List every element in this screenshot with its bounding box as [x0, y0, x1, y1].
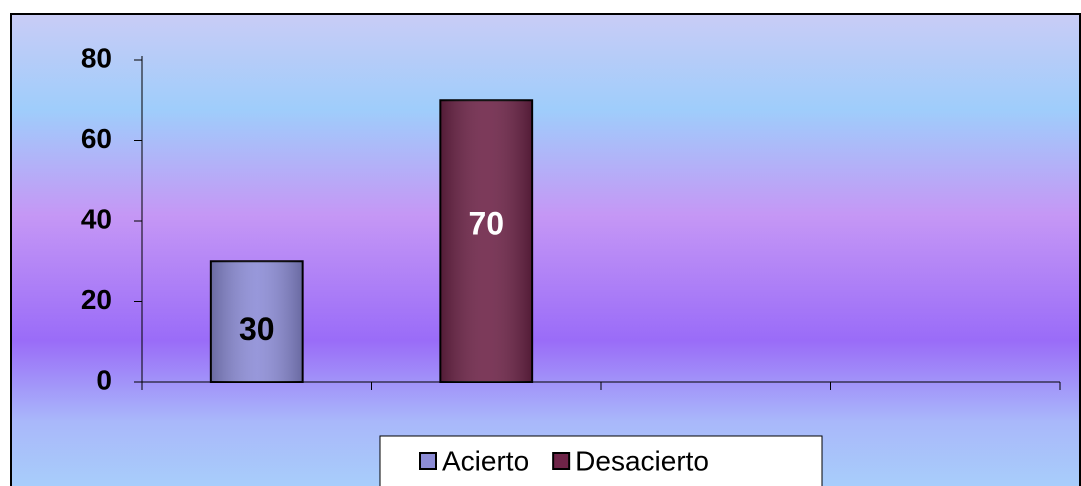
legend-box [379, 435, 823, 486]
y-tick-label: 20 [81, 284, 112, 315]
legend-label: Desacierto [575, 445, 709, 476]
bar-shade [210, 261, 303, 382]
legend-label: Acierto [442, 445, 529, 476]
bar-shade [440, 100, 533, 382]
y-tick-label: 60 [81, 123, 112, 154]
chart-area [10, 13, 1081, 486]
legend-marker [552, 452, 571, 470]
data-label: 30 [239, 311, 275, 347]
y-tick-label: 0 [96, 364, 112, 395]
y-tick-label: 80 [81, 42, 112, 73]
data-label: 70 [468, 206, 504, 242]
y-tick-label: 40 [81, 203, 112, 234]
legend-marker [419, 452, 437, 470]
